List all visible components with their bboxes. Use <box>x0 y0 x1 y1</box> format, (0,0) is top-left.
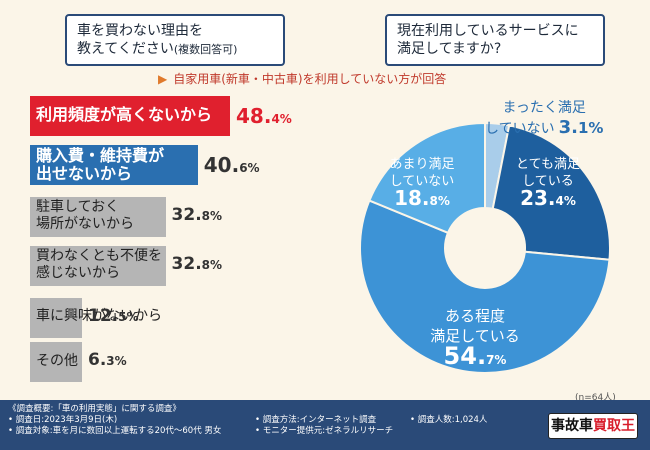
pie-slice-2 <box>360 199 610 374</box>
bar-4: 車に興味がないから <box>30 298 162 338</box>
footer-method: • 調査方法:インターネット調査 <box>255 415 377 425</box>
question2-line2: 満足してますか? <box>397 41 502 57</box>
footer-target: • 調査対象:車を月に数回以上運転する20代〜60代 男女 <box>8 426 222 436</box>
pie-value-somewhat-satisfied: 54. <box>443 342 487 370</box>
note-text: 自家用車(新車・中古車)を利用していない方が回答 <box>173 72 447 86</box>
bar-1: 購入費・維持費が 出せないから <box>30 145 198 185</box>
pie-value-very-dissatisfied: 3. <box>558 117 578 138</box>
bar-label-1-0: 購入費・維持費が <box>36 146 165 165</box>
pie-value-not-very-satisfied: 18. <box>394 186 430 210</box>
pie-label-very-satisfied: とても満足 している 23.4% <box>498 156 598 210</box>
question1-line2: 教えてください <box>77 41 174 57</box>
bar-label-0-0: 利用頻度が高くないから <box>36 105 213 124</box>
pie-value-somewhat-satisfied-small: 7% <box>486 353 507 367</box>
pie-label-somewhat-satisfied: ある程度 満足している 54.7% <box>420 306 530 370</box>
infographic: 車を買わない理由を 教えてください(複数回答可) 現在利用しているサービスに 満… <box>30 14 616 403</box>
pie-label-not-very-satisfied-line1: あまり満足 <box>389 157 455 172</box>
question1-box: 車を買わない理由を 教えてください(複数回答可) <box>65 14 285 66</box>
pie-value-not-very-satisfied-small: 8% <box>429 194 450 208</box>
question2-line1: 現在利用しているサービスに <box>397 23 579 39</box>
respondent-note: ▶ 自家用車(新車・中古車)を利用していない方が回答 <box>158 70 446 87</box>
footer-provider: • モニター提供元:ゼネラルリサーチ <box>255 426 394 436</box>
pie-label-not-very-satisfied: あまり満足 していない 18.8% <box>372 156 472 210</box>
pie-label-not-very-satisfied-line2: していない <box>389 174 455 189</box>
bar-value-2: 32.8% <box>171 205 223 225</box>
footer-count: • 調査人数:1,024人 <box>410 415 488 425</box>
bar-label-2-1: 場所がないから <box>36 216 134 232</box>
footer-date: • 調査日:2023年3月9日(木) <box>8 415 118 425</box>
pie-label-very-dissatisfied-line1: まったく満足 <box>502 100 586 116</box>
bar-value-0: 48.4% <box>236 104 292 128</box>
sample-size: (n=64人) <box>575 393 616 403</box>
bar-value-5: 6.3% <box>88 350 127 370</box>
pie-value-very-dissatisfied-small: 1% <box>577 119 604 137</box>
bar-2: 駐車しておく 場所がないから <box>30 197 166 237</box>
arrow-icon: ▶ <box>158 72 168 86</box>
pie-value-very-satisfied-small: 4% <box>555 194 576 208</box>
pie-label-very-dissatisfied: まったく満足 していない 3.1% <box>485 98 603 139</box>
pie-chart <box>360 121 610 374</box>
question2-box: 現在利用しているサービスに 満足してますか? <box>385 14 605 66</box>
bar-value-4: 12.5% <box>88 306 139 326</box>
bar-label-4-0: 車に興味がないから <box>36 308 162 324</box>
pie-label-somewhat-satisfied-line1: ある程度 <box>444 307 505 325</box>
pie-label-very-satisfied-line2: している <box>522 174 574 189</box>
pie-value-very-satisfied: 23. <box>520 186 556 210</box>
bar-value-3: 32.8% <box>171 254 223 274</box>
bar-0: 利用頻度が高くないから <box>30 96 230 136</box>
bar-label-3-0: 買わなくとも不便を <box>36 248 162 264</box>
bar-value-1: 40.6% <box>203 153 260 177</box>
footer: 《調査概要:「車の利用実態」に関する調査》 • 調査日:2023年3月9日(木)… <box>0 400 650 450</box>
pie-label-somewhat-satisfied-line2: 満足している <box>430 327 520 345</box>
bar-label-5-0: その他 <box>36 353 78 369</box>
bar-5: その他 <box>30 342 82 382</box>
bar-label-3-1: 感じないから <box>36 265 120 281</box>
brand-logo: 事故車買取王 <box>548 413 638 439</box>
pie-label-very-satisfied-line1: とても満足 <box>516 157 580 172</box>
bar-label-2-0: 駐車しておく <box>36 199 120 215</box>
bar-3: 買わなくとも不便を 感じないから <box>30 246 166 286</box>
pie-slice-3 <box>368 121 486 235</box>
question1-suffix: (複数回答可) <box>173 43 238 56</box>
footer-overview: 《調査概要:「車の利用実態」に関する調査》 <box>8 404 181 414</box>
pie-slice-1 <box>491 124 610 261</box>
question1-line1: 車を買わない理由を <box>77 23 203 39</box>
pie-label-very-dissatisfied-line2: していない <box>485 121 555 137</box>
bar-label-1-1: 出せないから <box>36 164 133 183</box>
